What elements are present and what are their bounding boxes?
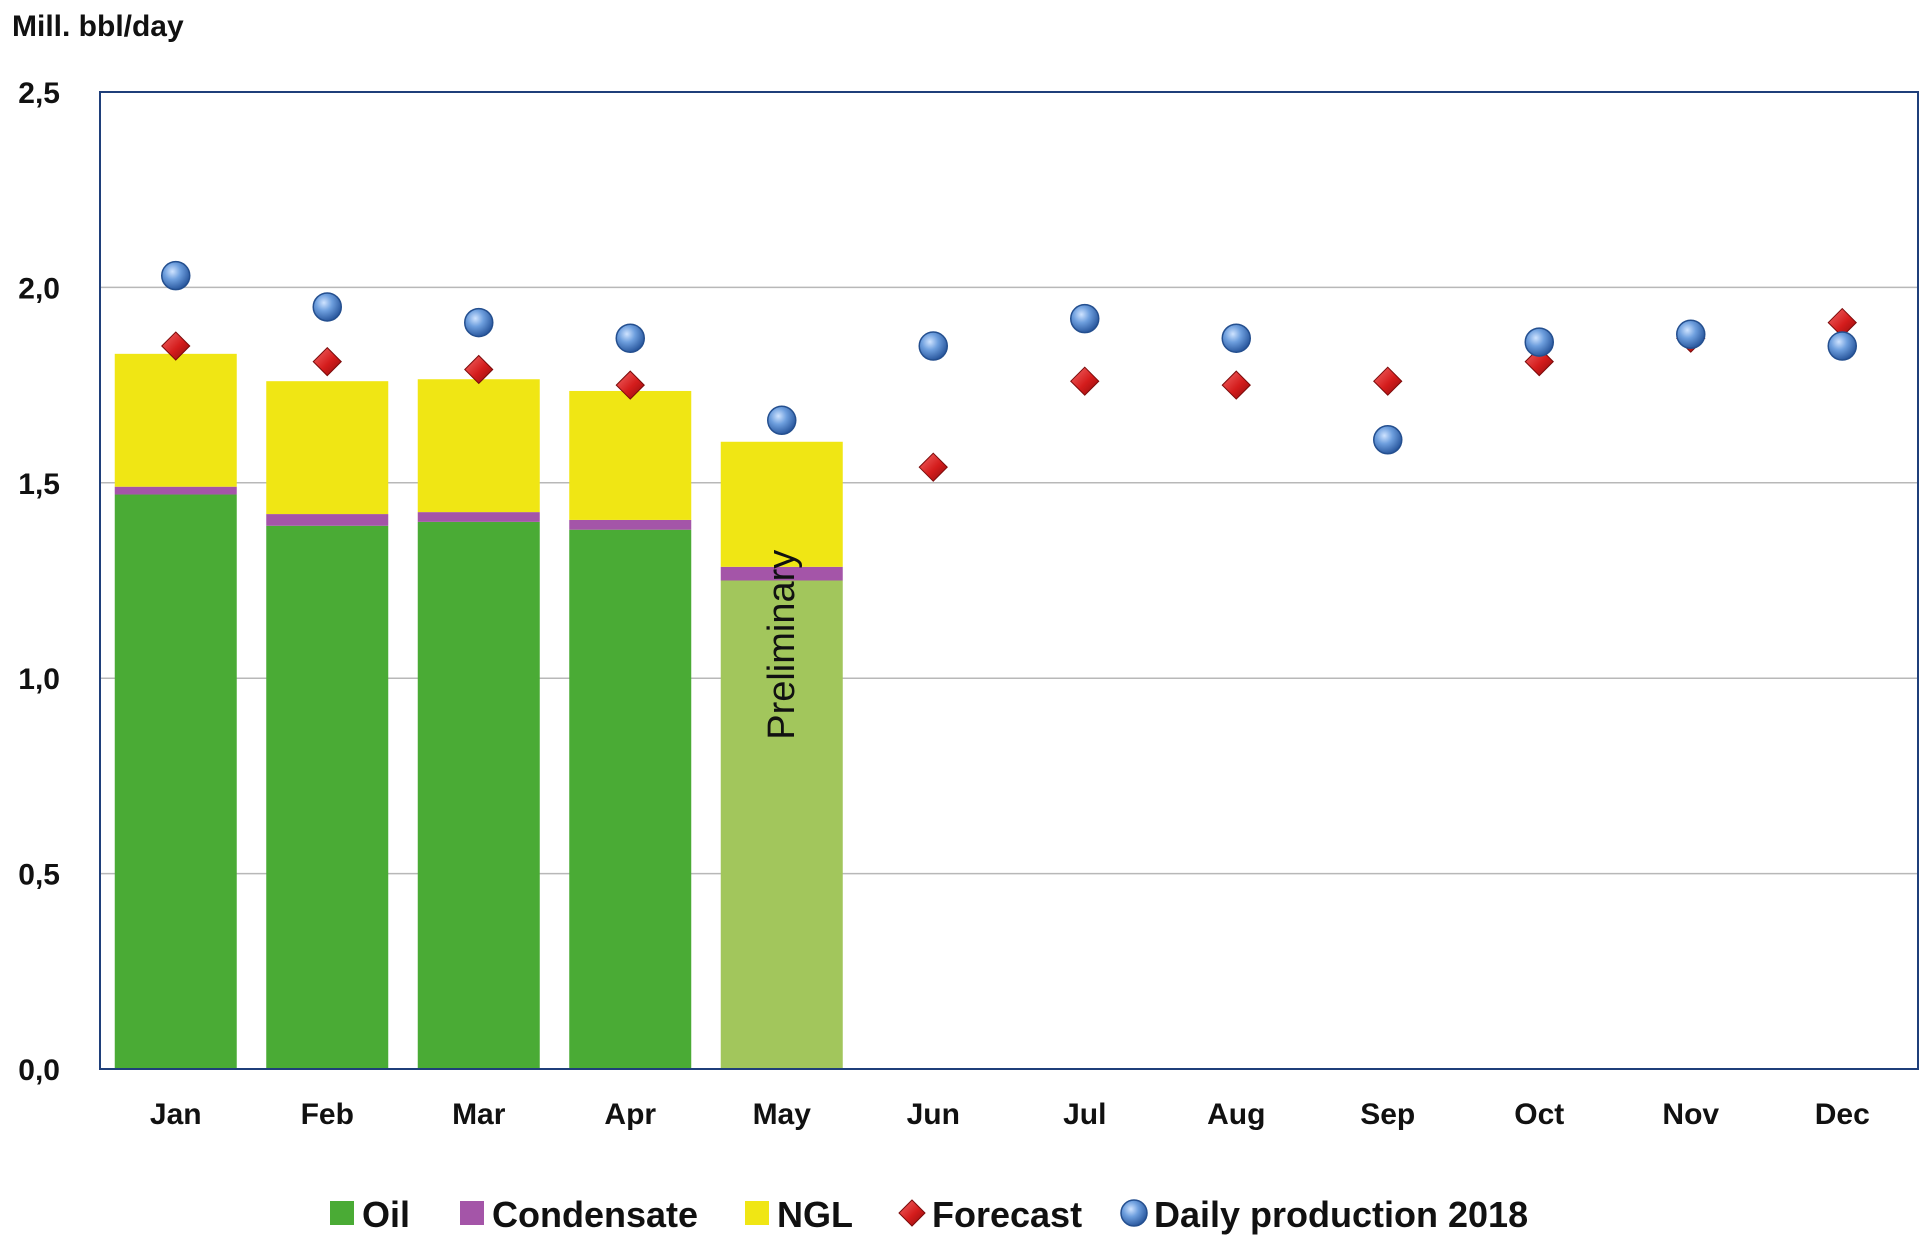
y-tick-label: 1,0: [18, 663, 60, 696]
bar-condensate-feb: [266, 514, 389, 526]
legend-swatch-condensate: [460, 1201, 484, 1225]
x-tick-label: Oct: [1514, 1098, 1564, 1131]
forecast-marker-mar: [464, 354, 494, 385]
daily-production-marker-mar: [464, 307, 494, 338]
daily-production-marker-oct: [1524, 327, 1554, 357]
y-tick-label: 2,0: [18, 272, 60, 305]
bar-ngl-jan: [114, 353, 237, 487]
daily-production-marker-nov: [1676, 319, 1706, 350]
forecast-marker-jun: [918, 452, 948, 482]
forecast-marker-sep: [1373, 366, 1403, 396]
x-tick-label: Jun: [907, 1098, 960, 1131]
daily-production-marker-jan: [161, 260, 191, 291]
daily-production-marker-sep: [1373, 425, 1403, 455]
y-axis-ticks: 0,0 0,5 1,0 1,5 2,0 2,5: [18, 77, 60, 1087]
daily-production-marker-apr: [615, 323, 645, 353]
x-tick-label: Sep: [1360, 1098, 1415, 1131]
x-tick-label: Nov: [1662, 1098, 1719, 1131]
x-tick-label: Aug: [1207, 1098, 1265, 1131]
daily-production-marker-jun: [918, 331, 948, 361]
bar-condensate-may: [720, 566, 843, 581]
legend-label-ngl: NGL: [777, 1194, 853, 1235]
bar-ngl-mar: [417, 379, 540, 513]
x-tick-label: May: [753, 1098, 812, 1131]
y-tick-label: 1,5: [18, 468, 60, 501]
daily-production-marker-may: [767, 405, 797, 436]
forecast-marker-jan: [161, 331, 191, 361]
bar-ngl-apr: [569, 390, 692, 520]
x-tick-label: Apr: [604, 1098, 656, 1131]
bar-oil-mar: [417, 521, 540, 1069]
bars-layer: [114, 353, 843, 1069]
forecast-marker-feb: [312, 346, 342, 377]
x-tick-label: Dec: [1815, 1098, 1870, 1131]
x-tick-label: Feb: [301, 1098, 354, 1131]
y-axis-label: Mill. bbl/day: [12, 10, 184, 43]
legend: Oil Condensate NGL Forecast Daily production…: [330, 1194, 1528, 1235]
legend-label-forecast: Forecast: [932, 1194, 1082, 1235]
bar-ngl-may: [720, 441, 843, 567]
bar-condensate-mar: [417, 512, 540, 522]
markers-layer: [161, 260, 1857, 482]
gridlines: [100, 286, 1918, 875]
legend-swatch-oil: [330, 1201, 354, 1225]
y-tick-label: 2,5: [18, 77, 60, 110]
legend-swatch-daily-production-2018: [1120, 1199, 1148, 1227]
forecast-marker-apr: [615, 370, 645, 400]
legend-label-oil: Oil: [362, 1194, 410, 1235]
legend-swatch-ngl: [745, 1201, 769, 1225]
x-tick-label: Jan: [150, 1098, 202, 1131]
legend-swatch-forecast: [898, 1199, 926, 1227]
legend-label-daily-production-2018: Daily production 2018: [1154, 1194, 1528, 1235]
x-tick-label: Mar: [452, 1098, 506, 1131]
y-tick-label: 0,0: [18, 1054, 60, 1087]
daily-production-marker-jul: [1070, 303, 1100, 334]
legend-label-condensate: Condensate: [492, 1194, 698, 1235]
forecast-marker-aug: [1221, 370, 1251, 400]
daily-production-marker-dec: [1827, 331, 1857, 361]
x-axis-ticks: Jan Feb Mar Apr May Jun Jul Aug Sep Oct Nov Dec: [150, 1098, 1870, 1131]
bar-condensate-apr: [569, 519, 692, 530]
forecast-marker-jul: [1070, 366, 1100, 396]
bar-oil-jan: [114, 494, 237, 1069]
bar-ngl-feb: [266, 381, 389, 515]
daily-production-marker-aug: [1221, 323, 1251, 353]
bar-oil-feb: [266, 525, 389, 1069]
bar-condensate-jan: [114, 486, 237, 495]
bar-oil-apr: [569, 529, 692, 1069]
y-tick-label: 0,5: [18, 859, 60, 892]
preliminary-annotation: Preliminary: [761, 550, 803, 740]
daily-production-marker-feb: [312, 292, 342, 322]
bar-oil-may: [720, 580, 843, 1069]
plot-area-frame: [99, 91, 1919, 1070]
x-tick-label: Jul: [1063, 1098, 1106, 1131]
